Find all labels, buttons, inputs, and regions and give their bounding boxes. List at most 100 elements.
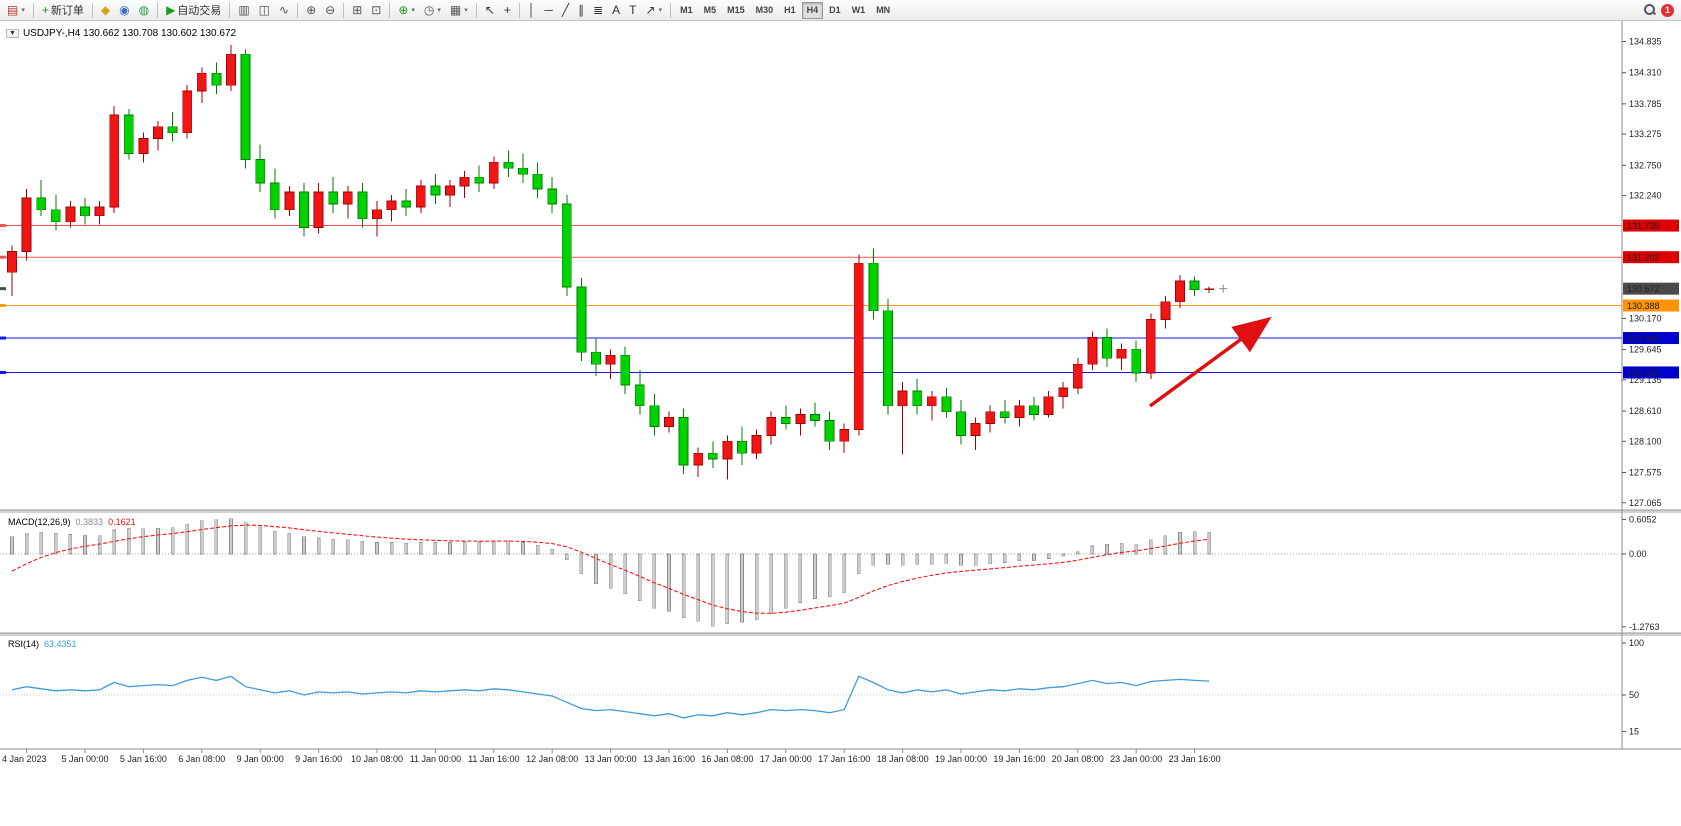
crosshair-button[interactable]: +: [500, 1, 515, 19]
search-icon[interactable]: [1644, 4, 1656, 16]
tile-windows-button[interactable]: ⊞: [348, 1, 366, 19]
new-order-button[interactable]: + 新订单: [38, 1, 88, 19]
horizontal-line-objects[interactable]: [0, 224, 1622, 374]
zoom-in-button[interactable]: ⊕: [302, 1, 320, 19]
chart-bars-icon: ▥: [238, 3, 250, 17]
navigator-button[interactable]: ◆: [97, 1, 114, 19]
timeframe-m15-button[interactable]: M15: [722, 2, 750, 19]
market-watch-button[interactable]: ◉: [115, 1, 133, 19]
auto-trading-button[interactable]: ▶ 自动交易: [162, 1, 225, 19]
periods-icon: ◷: [423, 3, 435, 17]
chevron-down-icon: ▾: [21, 7, 25, 14]
arrow-objects-button[interactable]: ↗ ▾: [642, 1, 667, 19]
templates-icon: ▦: [449, 3, 462, 17]
hline-price-box: [1623, 219, 1679, 232]
cascade-windows-button[interactable]: ⊡: [367, 1, 385, 19]
candle-down: [123, 114, 134, 154]
chart-canvas[interactable]: 134.835 134.310 133.785 133.275 132.750 132.2…: [0, 21, 1681, 826]
toolbar-separator: [670, 2, 672, 18]
cascade-windows-icon: ⊡: [371, 3, 382, 17]
periods-button[interactable]: ◷ ▾: [420, 1, 445, 19]
svg-text:130.170: 130.170: [1629, 313, 1662, 323]
timeframe-d1-button[interactable]: D1: [824, 2, 846, 19]
timeframe-w1-button[interactable]: W1: [847, 2, 871, 19]
timeframe-m1-button[interactable]: M1: [675, 2, 698, 19]
candle-up: [1175, 280, 1185, 303]
svg-text:19 Jan 00:00: 19 Jan 00:00: [935, 754, 987, 764]
text-button[interactable]: A: [608, 1, 624, 19]
candle-up: [1058, 387, 1069, 398]
hline-left-marker: [0, 224, 6, 228]
horizontal-line-icon: ─: [544, 3, 553, 17]
svg-text:11 Jan 16:00: 11 Jan 16:00: [468, 754, 519, 764]
vertical-line-icon: │: [527, 3, 536, 17]
candle-down: [678, 417, 689, 466]
candle-down: [474, 176, 485, 184]
notification-badge[interactable]: 1: [1661, 3, 1674, 17]
rsi-line: [11, 675, 1210, 719]
candle-up: [109, 114, 120, 208]
text-label-button[interactable]: T: [625, 1, 640, 19]
current-price-left-marker: [0, 287, 6, 291]
candle-down: [547, 188, 558, 205]
timeframe-h1-button[interactable]: H1: [779, 2, 801, 19]
svg-text:134.835: 134.835: [1629, 37, 1662, 47]
horizontal-line-button[interactable]: ─: [540, 1, 557, 19]
panel-separator[interactable]: [0, 510, 1681, 513]
fibonacci-button[interactable]: ≣: [589, 1, 607, 19]
svg-text:15: 15: [1629, 726, 1639, 736]
timeframe-h4-button[interactable]: H4: [801, 1, 824, 19]
chart-bars-button[interactable]: ▥: [234, 1, 253, 19]
candle-down: [810, 414, 820, 421]
zoom-out-icon: ⊖: [325, 3, 336, 17]
candle-up: [926, 396, 937, 407]
macd-signal-value: 0.1621: [108, 517, 136, 527]
svg-text:17 Jan 16:00: 17 Jan 16:00: [818, 754, 870, 764]
candle-down: [576, 286, 587, 353]
chart-candles-button[interactable]: ◫: [255, 1, 274, 19]
svg-text:12 Jan 08:00: 12 Jan 08:00: [526, 754, 578, 764]
main-toolbar: ▤ ▾ + 新订单 ◆ ◉ ◍ ▶ 自动交易 ▥ ◫ ∿ ⊕ ⊖ ⊞ ⊡ ⊕ ▾ ◷ ▾ ▦ ▾ ↖ + │ ─ ╱ ∥ ≣ A T ↗ ▾ M1…: [0, 0, 1681, 21]
candle-up: [196, 72, 207, 92]
svg-text:20 Jan 08:00: 20 Jan 08:00: [1052, 754, 1104, 764]
candle-up: [853, 262, 864, 430]
timeframe-mn-button[interactable]: MN: [871, 2, 895, 19]
svg-text:9 Jan 16:00: 9 Jan 16:00: [295, 754, 342, 764]
new-chart-button[interactable]: ▤ ▾: [3, 1, 29, 19]
trendline-button[interactable]: ╱: [558, 1, 573, 19]
zoom-out-button[interactable]: ⊖: [321, 1, 339, 19]
candle-up: [605, 354, 616, 365]
chart-line-button[interactable]: ∿: [275, 1, 293, 19]
timeframe-m5-button[interactable]: M5: [699, 2, 722, 19]
candle-up: [693, 452, 704, 466]
indicators-button[interactable]: ⊕ ▾: [394, 1, 419, 19]
channel-button[interactable]: ∥: [574, 1, 588, 19]
timeframe-m30-button[interactable]: M30: [751, 2, 779, 19]
vertical-line-button[interactable]: │: [524, 1, 540, 19]
candle-up: [182, 90, 193, 134]
candle-up: [1160, 301, 1171, 321]
candle-down: [167, 126, 178, 134]
collapse-chart-button[interactable]: ▼: [6, 29, 19, 38]
trend-arrow-object[interactable]: [1148, 316, 1272, 408]
candle-down: [707, 452, 718, 460]
candle-down: [1102, 337, 1112, 359]
data-window-button[interactable]: ◍: [135, 1, 153, 19]
cursor-button[interactable]: ↖: [481, 1, 499, 19]
candle-down: [999, 411, 1010, 418]
trendline-icon: ╱: [561, 3, 570, 17]
chart-line-icon: ∿: [279, 3, 290, 17]
ohlc-title: ▼ USDJPY-,H4 130.662 130.708 130.602 130.…: [6, 28, 236, 39]
candle-down: [401, 200, 412, 208]
svg-text:130.388: 130.388: [1627, 301, 1660, 311]
svg-text:133.275: 133.275: [1629, 129, 1662, 139]
svg-text:23 Jan 00:00: 23 Jan 00:00: [1110, 754, 1162, 764]
candle-down: [518, 167, 528, 175]
panel-separator[interactable]: [0, 633, 1681, 636]
templates-button[interactable]: ▦ ▾: [446, 1, 472, 19]
svg-text:23 Jan 16:00: 23 Jan 16:00: [1169, 754, 1221, 764]
zoom-in-icon: ⊕: [306, 3, 317, 17]
svg-text:10 Jan 08:00: 10 Jan 08:00: [351, 754, 403, 764]
candle-up: [445, 185, 455, 196]
cursor-icon: ↖: [484, 3, 495, 17]
